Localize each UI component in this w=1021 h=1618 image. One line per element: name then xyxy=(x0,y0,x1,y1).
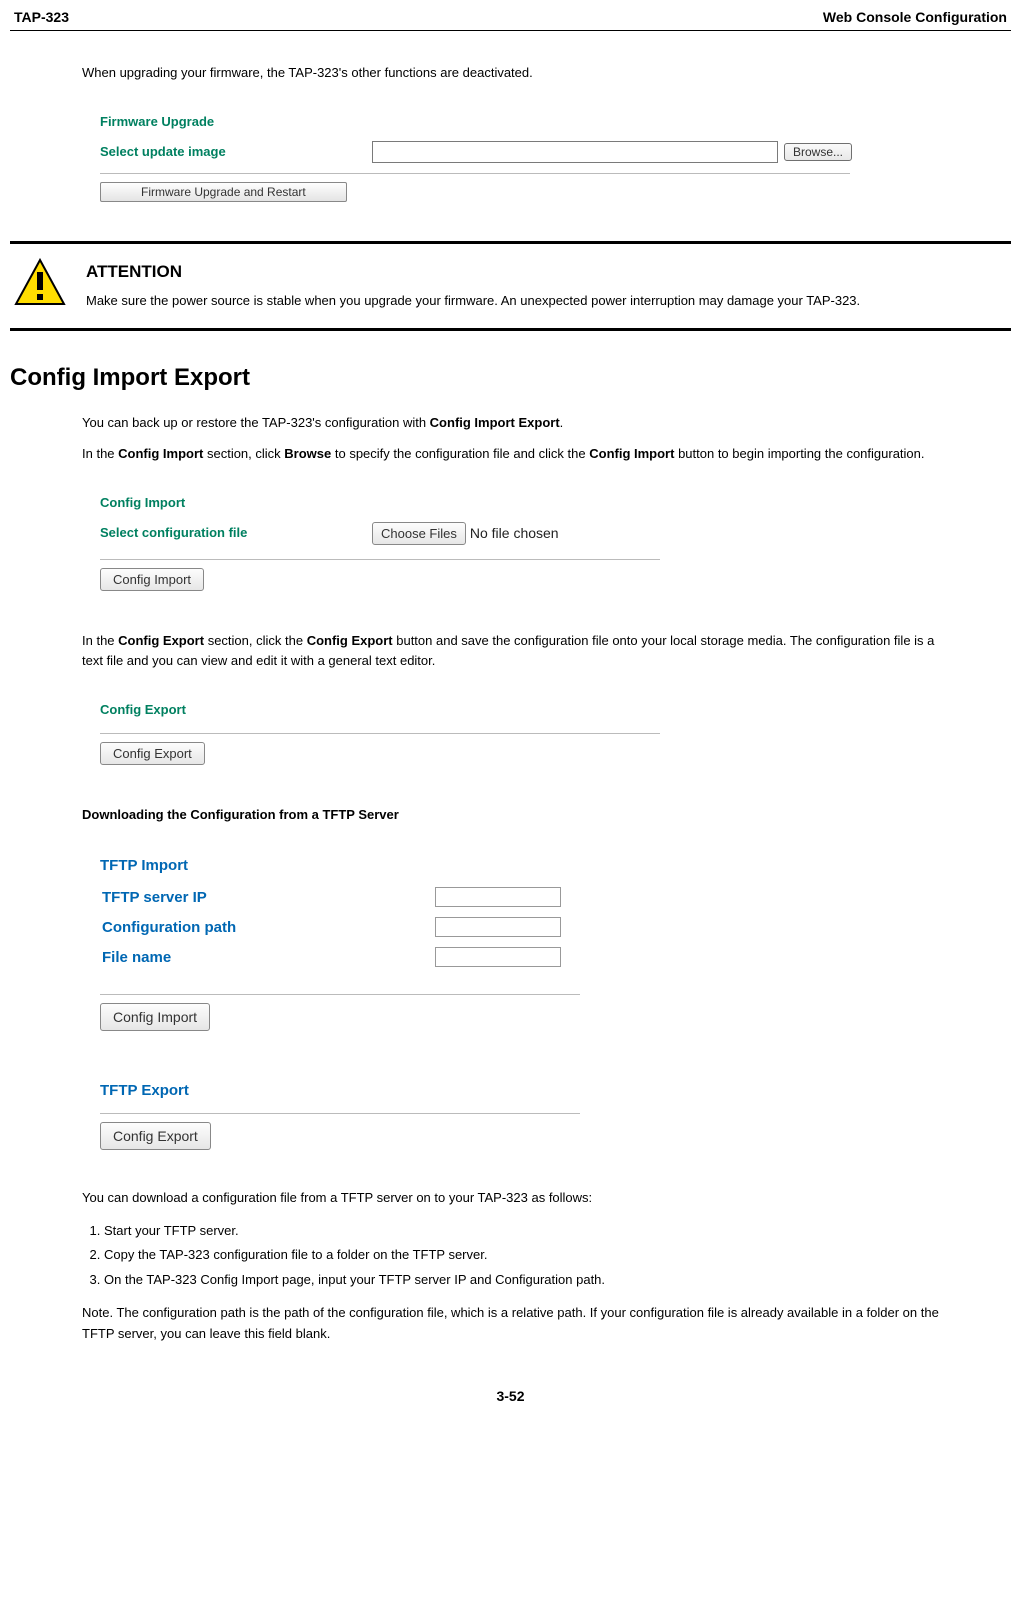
firmware-upgrade-restart-button[interactable]: Firmware Upgrade and Restart xyxy=(100,182,347,202)
paragraph-3: In the Config Export section, click the … xyxy=(82,631,939,673)
tftp-import-heading: TFTP Import xyxy=(100,854,929,878)
config-import-button[interactable]: Config Import xyxy=(100,568,204,591)
choose-files-button[interactable]: Choose Files xyxy=(372,522,466,545)
paragraph-4: You can download a configuration file fr… xyxy=(82,1188,939,1209)
paragraph-2: In the Config Import section, click Brow… xyxy=(82,444,939,465)
tftp-path-input[interactable] xyxy=(435,917,561,937)
tftp-ip-label: TFTP server IP xyxy=(102,884,432,912)
no-file-chosen-text: No file chosen xyxy=(470,522,559,544)
page-number: 3-52 xyxy=(10,1385,1011,1407)
step-item: Start your TFTP server. xyxy=(104,1219,939,1244)
tftp-import-panel: TFTP Import TFTP server IP Configuration… xyxy=(82,844,939,1041)
firmware-file-input[interactable] xyxy=(372,141,778,163)
step-item: Copy the TAP-323 configuration file to a… xyxy=(104,1243,939,1268)
separator xyxy=(100,559,660,560)
separator xyxy=(100,1113,580,1114)
config-export-button[interactable]: Config Export xyxy=(100,742,205,765)
config-import-label: Select configuration file xyxy=(100,523,372,544)
config-export-panel: Config Export Config Export xyxy=(82,690,939,777)
tftp-file-input[interactable] xyxy=(435,947,561,967)
firmware-heading: Firmware Upgrade xyxy=(100,112,929,133)
attention-title: ATTENTION xyxy=(86,258,860,285)
separator xyxy=(100,173,850,174)
paragraph-1: You can back up or restore the TAP-323's… xyxy=(82,413,939,434)
tftp-config-export-button[interactable]: Config Export xyxy=(100,1122,211,1150)
tftp-file-label: File name xyxy=(102,944,432,972)
tftp-export-heading: TFTP Export xyxy=(100,1079,929,1103)
tftp-config-import-button[interactable]: Config Import xyxy=(100,1003,210,1031)
browse-button[interactable]: Browse... xyxy=(784,143,852,161)
section-heading: Config Import Export xyxy=(10,359,1011,397)
config-export-heading: Config Export xyxy=(100,700,929,721)
attention-body: Make sure the power source is stable whe… xyxy=(86,291,860,312)
note-text: Note. The configuration path is the path… xyxy=(82,1303,939,1345)
header-left: TAP-323 xyxy=(14,6,69,28)
config-import-heading: Config Import xyxy=(100,493,929,514)
tftp-path-label: Configuration path xyxy=(102,914,432,942)
tftp-ip-input[interactable] xyxy=(435,887,561,907)
firmware-label: Select update image xyxy=(100,142,372,163)
tftp-export-panel: TFTP Export Config Export xyxy=(82,1069,939,1160)
page-header: TAP-323 Web Console Configuration xyxy=(10,0,1011,31)
header-right: Web Console Configuration xyxy=(823,6,1007,28)
step-item: On the TAP-323 Config Import page, input… xyxy=(104,1268,939,1293)
separator xyxy=(100,733,660,734)
attention-callout: ATTENTION Make sure the power source is … xyxy=(10,241,1011,331)
warning-icon xyxy=(14,258,66,306)
intro-text: When upgrading your firmware, the TAP-32… xyxy=(82,63,939,84)
tftp-subheading: Downloading the Configuration from a TFT… xyxy=(82,805,939,826)
config-import-panel: Config Import Select configuration file … xyxy=(82,483,939,603)
steps-list: Start your TFTP server. Copy the TAP-323… xyxy=(82,1219,939,1293)
firmware-upgrade-panel: Firmware Upgrade Select update image Bro… xyxy=(82,102,939,213)
separator xyxy=(100,994,580,995)
